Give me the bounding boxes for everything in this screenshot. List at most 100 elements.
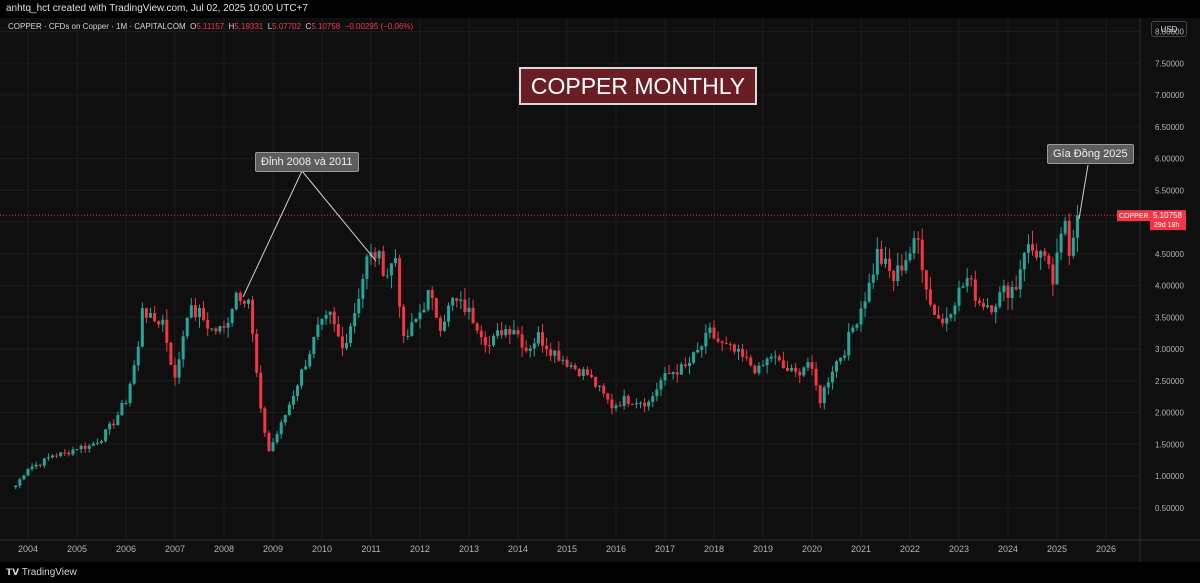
- candle-body: [67, 452, 71, 455]
- candle-body: [953, 305, 957, 315]
- candle-body: [324, 314, 328, 319]
- candle-body: [59, 452, 63, 456]
- candle-body: [193, 305, 197, 318]
- candle-body: [704, 332, 708, 347]
- candle-body: [671, 372, 675, 375]
- candle-body: [602, 385, 606, 394]
- candle-body: [826, 382, 830, 388]
- candle-body: [479, 330, 483, 338]
- candle-body: [144, 308, 148, 318]
- candle-body: [618, 405, 622, 407]
- y-tick-label: 1.50000: [1155, 440, 1184, 449]
- candle-body: [181, 336, 185, 360]
- candle-body: [296, 385, 299, 396]
- candle-body: [639, 402, 642, 404]
- price-tag-bg: [1150, 210, 1186, 231]
- candle-body: [349, 326, 353, 344]
- x-tick-label: 2024: [998, 544, 1018, 554]
- price-chart[interactable]: 0.50000 1.00000 1.50000 2.00000 2.50000 3.000…: [0, 18, 1200, 562]
- candle-body: [430, 290, 434, 299]
- candle-body: [973, 279, 977, 301]
- candle-body: [777, 356, 781, 361]
- candle-body: [222, 326, 226, 328]
- candle-body: [871, 274, 875, 283]
- x-tick-label: 2014: [508, 544, 528, 554]
- candle-body: [169, 342, 173, 365]
- candle-body: [524, 347, 528, 351]
- candle-body: [667, 372, 671, 375]
- y-tick-label: 7.50000: [1155, 59, 1184, 68]
- candle-body: [332, 311, 336, 325]
- candle-body: [500, 330, 504, 336]
- candle-body: [802, 367, 806, 376]
- candle-body: [365, 256, 369, 279]
- candle-body: [206, 319, 210, 329]
- candle-body: [357, 298, 361, 314]
- candle-body: [1047, 255, 1051, 265]
- candle-body: [124, 402, 128, 404]
- candle-body: [753, 365, 757, 374]
- peaks-connector-2008: [242, 170, 303, 298]
- candle-body: [398, 258, 402, 307]
- candle-body: [1031, 244, 1034, 251]
- candle-body: [1022, 252, 1026, 270]
- candle-body: [700, 346, 704, 350]
- x-tick-label: 2023: [949, 544, 969, 554]
- candle-body: [1051, 264, 1055, 285]
- candle-body: [541, 332, 544, 346]
- price-tag-value: 5.10758: [1153, 211, 1182, 220]
- candle-body: [892, 270, 896, 282]
- candle-body: [345, 343, 348, 349]
- candle-body: [994, 306, 998, 313]
- candle-body: [614, 405, 618, 409]
- x-tick-label: 2007: [165, 544, 185, 554]
- candle-body: [104, 429, 108, 442]
- x-tick-label: 2016: [606, 544, 626, 554]
- y-tick-label: 1.00000: [1155, 472, 1184, 481]
- candle-body: [924, 270, 928, 290]
- open-value: 5.11157: [196, 22, 225, 31]
- candle-body: [42, 458, 46, 466]
- candle-body: [879, 248, 883, 264]
- candle-body: [402, 306, 406, 336]
- price-tag-symbol: COPPER: [1119, 213, 1149, 220]
- candle-body: [728, 344, 732, 346]
- candle-body: [1043, 251, 1047, 256]
- candle-body: [696, 349, 700, 353]
- low-label: L: [267, 22, 273, 31]
- candle-body: [267, 432, 271, 451]
- currency-button[interactable]: USD: [1151, 21, 1187, 37]
- candle-body: [406, 335, 410, 337]
- candle-body: [594, 377, 598, 387]
- candle-body: [855, 324, 859, 328]
- candle-body: [251, 299, 255, 334]
- candle-body: [226, 322, 230, 328]
- candle-body: [749, 357, 753, 366]
- candle-body: [291, 395, 295, 405]
- candle-body: [185, 317, 189, 337]
- candle-body: [912, 238, 916, 254]
- candle-body: [896, 265, 900, 282]
- y-tick-label: 3.00000: [1155, 345, 1184, 354]
- candle-body: [610, 399, 614, 409]
- tradingview-logo-icon[interactable]: 𝗧𝗩: [6, 567, 20, 577]
- candle-body: [120, 402, 124, 416]
- candle-body: [569, 365, 573, 367]
- candle-body: [549, 349, 553, 356]
- x-tick-label: 2012: [410, 544, 430, 554]
- candle-body: [814, 368, 818, 386]
- candle-body: [1006, 285, 1010, 298]
- candle-body: [867, 282, 871, 302]
- candle-body: [18, 479, 22, 486]
- candle-body: [263, 408, 267, 433]
- candle-body: [663, 372, 667, 381]
- candle-body: [87, 445, 91, 449]
- candle-body: [512, 330, 516, 335]
- candle-body: [136, 346, 140, 366]
- x-tick-label: 2020: [802, 544, 822, 554]
- candle-body: [504, 328, 508, 336]
- y-tick-label: 4.50000: [1155, 250, 1184, 259]
- candle-body: [271, 442, 275, 451]
- price-2025-connector: [1078, 164, 1089, 220]
- candle-body: [287, 404, 291, 416]
